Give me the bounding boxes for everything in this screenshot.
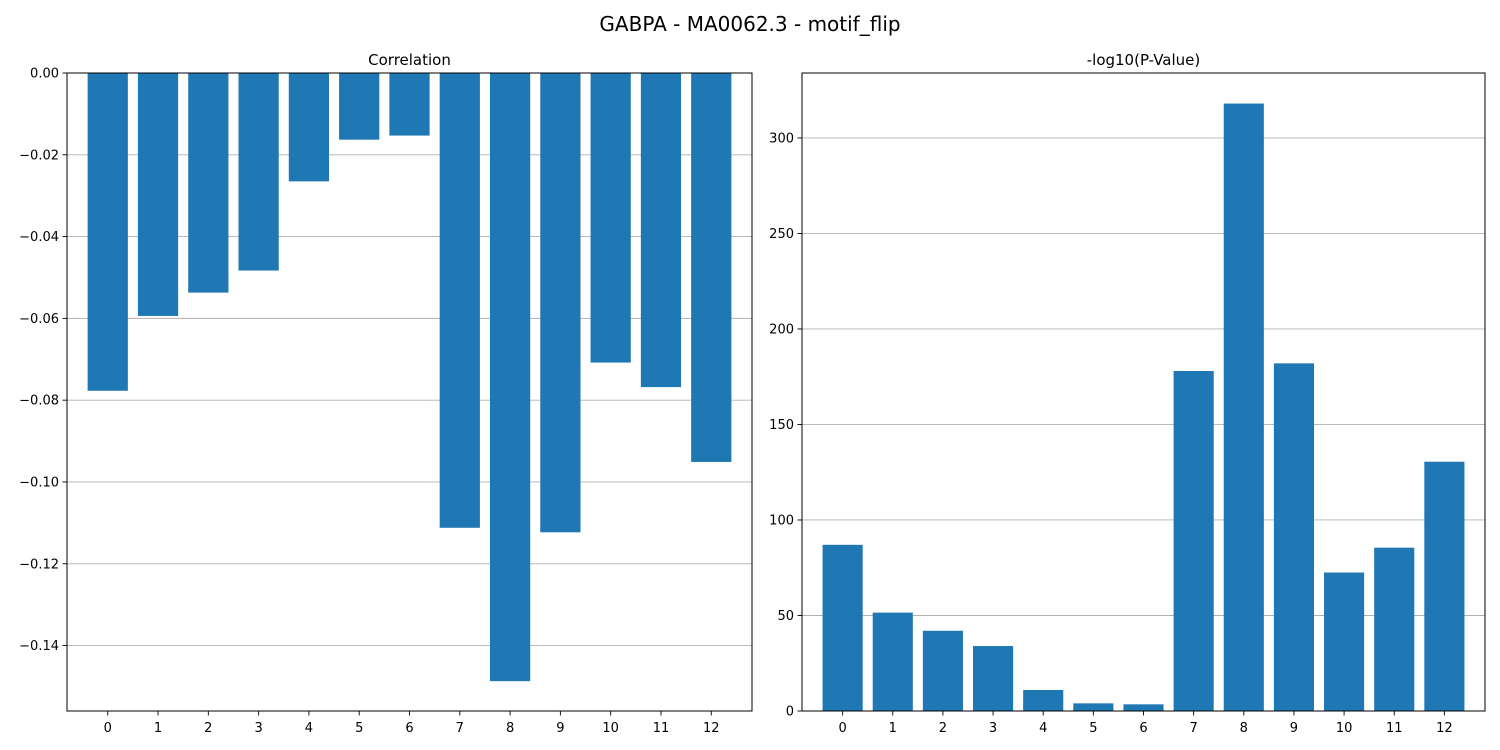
pvalue-xtick-label: 7 [1190,721,1198,736]
correlation-bar-5 [339,73,380,140]
correlation-bar-6 [389,73,430,136]
pvalue-xtick-label: 0 [838,721,846,736]
correlation-panel-title: Correlation [368,51,451,69]
pvalue-xtick-label: 4 [1039,721,1047,736]
pvalue-xtick-label: 8 [1240,721,1248,736]
correlation-ytick-label: 0.00 [30,67,59,82]
pvalue-bar-10 [1324,572,1365,711]
correlation-xtick-label: 10 [602,721,619,736]
correlation-xtick-label: 3 [254,721,262,736]
correlation-bar-4 [288,73,330,182]
correlation-bar-10 [590,73,631,363]
pvalue-bar-6 [1123,704,1164,711]
pvalue-bar-4 [1023,689,1064,711]
correlation-bar-1 [137,73,179,316]
correlation-xtick-label: 2 [204,721,212,736]
pvalue-xtick-label: 11 [1386,721,1403,736]
pvalue-ytick-label: 300 [769,131,794,146]
pvalue-panel-title: -log10(P-Value) [1087,51,1201,69]
pvalue-ytick-label: 0 [786,705,794,720]
correlation-xtick-label: 11 [653,721,670,736]
pvalue-bar-11 [1374,547,1415,711]
pvalue-ytick-label: 100 [769,513,794,528]
correlation-ytick-label: −0.02 [19,148,59,163]
correlation-bar-9 [540,73,581,533]
correlation-ytick-label: −0.14 [19,639,59,654]
pvalue-bar-2 [922,630,963,711]
correlation-bar-12 [691,73,732,462]
pvalue-xtick-label: 12 [1436,721,1453,736]
correlation-panel: Correlation 0.00 −0.02 −0.04 −0.06 −0.08 −0.1… [19,51,753,736]
correlation-bar-8 [489,73,531,682]
correlation-xtick-label: 0 [104,721,112,736]
pvalue-xtick-label: 1 [889,721,897,736]
pvalue-bar-9 [1273,363,1314,711]
correlation-ytick-label: −0.08 [19,394,59,409]
pvalue-xtick-label: 6 [1139,721,1147,736]
pvalue-xtick-label: 3 [989,721,997,736]
correlation-xtick-label: 5 [355,721,363,736]
pvalue-bar-1 [872,612,913,711]
correlation-xtick-label: 12 [703,721,720,736]
pvalue-ytick-label: 50 [777,609,794,624]
correlation-bar-2 [188,73,229,293]
pvalue-bar-8 [1223,103,1264,712]
correlation-xtick-label: 4 [305,721,313,736]
correlation-bar-11 [640,73,682,388]
correlation-xtick-label: 7 [456,721,464,736]
correlation-xtick-label: 1 [154,721,162,736]
pvalue-ytick-label: 250 [769,227,794,242]
pvalue-bar-12 [1424,461,1465,711]
pvalue-bar-5 [1073,703,1114,711]
correlation-ytick-label: −0.12 [19,557,59,572]
correlation-bar-7 [439,73,480,528]
correlation-ytick-label: −0.06 [19,312,59,327]
pvalue-xtick-label: 10 [1336,721,1353,736]
pvalue-bar-3 [973,646,1014,711]
pvalue-ytick-label: 150 [769,418,794,433]
pvalue-ytick-label: 200 [769,322,794,337]
pvalue-bar-7 [1173,370,1214,711]
pvalue-xtick-label: 9 [1290,721,1298,736]
pvalue-xtick-label: 5 [1089,721,1097,736]
correlation-ytick-label: −0.04 [19,230,59,245]
correlation-bar-0 [87,73,128,391]
correlation-bar-3 [238,73,279,271]
correlation-xtick-label: 6 [405,721,413,736]
correlation-ytick-label: −0.10 [19,475,59,490]
figure-title: GABPA - MA0062.3 - motif_flip [599,12,900,36]
correlation-xtick-label: 8 [506,721,514,736]
pvalue-xtick-label: 2 [939,721,947,736]
pvalue-bar-0 [822,544,863,711]
correlation-xtick-label: 9 [556,721,564,736]
